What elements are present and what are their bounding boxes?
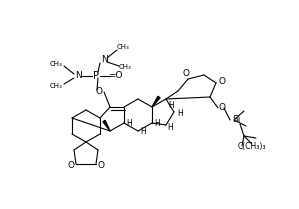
Text: CH₃: CH₃: [50, 61, 62, 67]
Text: O: O: [219, 102, 225, 111]
Text: H: H: [177, 110, 183, 119]
Text: CH₃: CH₃: [117, 44, 129, 50]
Polygon shape: [103, 120, 110, 131]
Text: N: N: [75, 71, 81, 80]
Text: N: N: [102, 56, 108, 65]
Text: H: H: [168, 102, 174, 111]
Polygon shape: [152, 96, 160, 107]
Text: H: H: [126, 120, 132, 129]
Text: CH₃: CH₃: [119, 64, 131, 70]
Text: H: H: [167, 122, 173, 131]
Text: H: H: [154, 120, 160, 129]
Text: H: H: [140, 127, 146, 136]
Text: O: O: [97, 161, 104, 169]
Text: C(CH₃)₃: C(CH₃)₃: [238, 141, 266, 150]
Text: O: O: [95, 87, 103, 96]
Text: O: O: [182, 70, 190, 79]
Text: =O: =O: [108, 71, 122, 80]
Text: P: P: [93, 71, 99, 81]
Text: CH₃: CH₃: [50, 83, 62, 89]
Text: O: O: [68, 161, 74, 169]
Text: Si: Si: [233, 116, 241, 125]
Text: O: O: [219, 76, 225, 85]
